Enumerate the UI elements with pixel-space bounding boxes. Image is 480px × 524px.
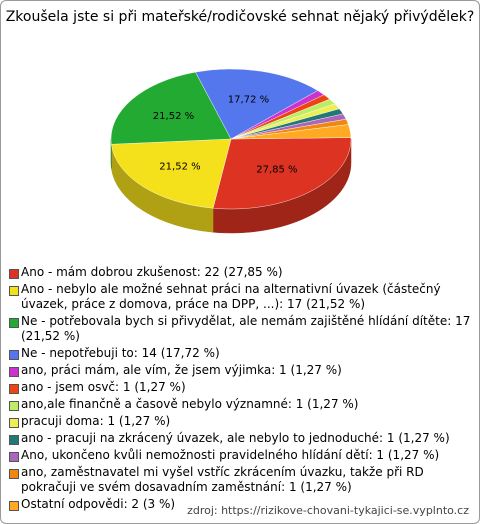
slice [212, 137, 352, 210]
legend-label: ano - jsem osvč: 1 (1,27 %) [21, 380, 186, 394]
legend-swatch [9, 367, 19, 377]
legend-item: Ne - potřebovala bych si přivydělat, ale… [9, 314, 471, 344]
legend-item: Ne - nepotřebuji to: 14 (17,72 %) [9, 346, 471, 361]
slice-label: 17,72 % [228, 95, 269, 106]
legend-swatch [9, 384, 19, 394]
slice [230, 124, 352, 140]
legend-swatch [9, 350, 19, 360]
slice-label: 21,52 % [153, 111, 194, 122]
slice [110, 71, 232, 145]
legend-label: ano, zaměstnavatel mi vyšel vstříc zkrác… [21, 465, 424, 494]
slice-label: 27,85 % [256, 165, 297, 176]
legend-item: ano - pracuji na zkrácený úvazek, ale ne… [9, 431, 471, 446]
legend-swatch [9, 269, 19, 279]
legend-swatch [9, 401, 19, 411]
slice-label: 21,52 % [159, 162, 200, 173]
legend-item: Ano - mám dobrou zkušenost: 22 (27,85 %) [9, 265, 471, 280]
legend-item: Ano, ukončeno kvůli nemožnosti pravideln… [9, 448, 471, 463]
source: zdroj: https://rizikove-chovani-tykajici… [187, 504, 469, 517]
legend-label: Ano - nebylo ale možné sehnat práci na a… [21, 282, 441, 311]
legend-swatch [9, 501, 19, 511]
legend-item: ano, zaměstnavatel mi vyšel vstříc zkrác… [9, 465, 471, 495]
legend-label: ano,ale finančně a časově nebylo významn… [21, 397, 359, 411]
legend-label: Ne - potřebovala bych si přivydělat, ale… [21, 314, 471, 343]
legend-swatch [9, 452, 19, 462]
legend: Ano - mám dobrou zkušenost: 22 (27,85 %)… [9, 265, 471, 514]
legend-swatch [9, 469, 19, 479]
legend-item: ano - jsem osvč: 1 (1,27 %) [9, 380, 471, 395]
chart-title: Zkoušela jste si při mateřské/rodičovské… [5, 9, 475, 25]
legend-swatch [9, 318, 19, 328]
legend-label: Ano, ukončeno kvůli nemožnosti pravideln… [21, 448, 440, 462]
chart: 27,85 % 21,52 % 21,52 % 17,72 % [110, 68, 352, 234]
slice [111, 138, 232, 209]
legend-item: pracuji doma: 1 (1,27 %) [9, 414, 471, 429]
legend-item: ano,ale finančně a časově nebylo významn… [9, 397, 471, 412]
slice [195, 68, 319, 140]
legend-swatch [9, 418, 19, 428]
legend-label: ano - pracuji na zkrácený úvazek, ale ne… [21, 431, 450, 445]
legend-swatch [9, 286, 19, 296]
legend-swatch [9, 435, 19, 445]
legend-item: Ano - nebylo ale možné sehnat práci na a… [9, 282, 471, 312]
legend-label: ano, práci mám, ale vím, že jsem výjimka… [21, 363, 342, 377]
legend-item: ano, práci mám, ale vím, že jsem výjimka… [9, 363, 471, 378]
legend-label: Ano - mám dobrou zkušenost: 22 (27,85 %) [21, 265, 283, 279]
legend-label: pracuji doma: 1 (1,27 %) [21, 414, 171, 428]
legend-label: Ne - nepotřebuji to: 14 (17,72 %) [21, 346, 220, 360]
legend-label: Ostatní odpovědi: 2 (3 %) [21, 497, 176, 511]
legend-item: Ostatní odpovědi: 2 (3 %) [9, 497, 471, 512]
